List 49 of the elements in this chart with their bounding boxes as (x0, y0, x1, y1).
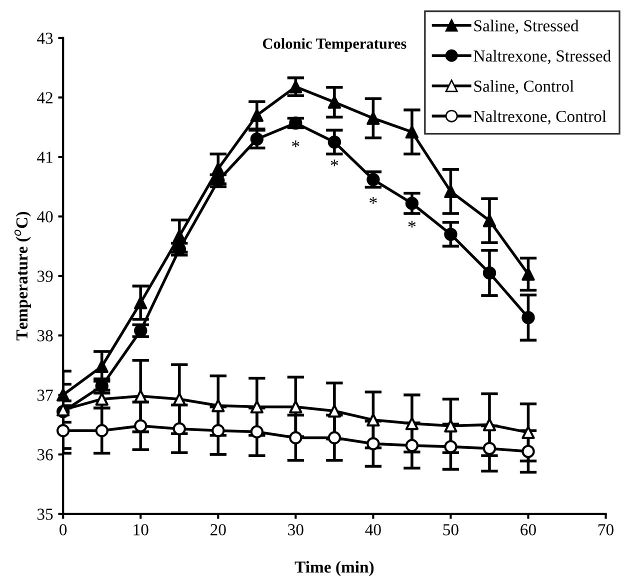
point (444, 184, 458, 198)
point (250, 108, 264, 122)
legend-label: Saline, Control (474, 80, 574, 94)
y-tick-label: 41 (37, 152, 52, 163)
y-tick-label: 42 (37, 92, 52, 104)
point (366, 112, 380, 125)
y-axis-title: Temperature ($^{o}$C) (14, 212, 31, 340)
point (328, 96, 342, 109)
point (250, 400, 264, 414)
chart-title: Colonic Temperatures (262, 38, 406, 52)
y-tick-label: 36 (38, 449, 53, 460)
x-tick-label: 40 (365, 524, 381, 536)
x-tick-label: 20 (210, 524, 226, 536)
legend-label: Saline, Stressed (474, 20, 579, 34)
point (405, 125, 419, 139)
y-tick-label: 38 (38, 330, 53, 342)
point (522, 426, 535, 440)
annotation: * (292, 140, 300, 148)
y-tick-label: 35 (38, 508, 53, 520)
point (289, 400, 302, 414)
point (289, 80, 302, 94)
point (482, 214, 496, 228)
point (212, 162, 225, 176)
legend-label: Naltrexone, Stressed (474, 50, 611, 64)
point (366, 413, 380, 427)
point (95, 360, 108, 373)
annotation: * (330, 160, 338, 166)
x-tick-label: 0 (60, 524, 67, 536)
x-tick-label: 70 (598, 524, 614, 536)
x-tick-label: 60 (520, 524, 536, 536)
x-axis-title: Time (min) (294, 560, 374, 576)
point (444, 419, 458, 432)
legend-label: Naltrexone, Control (474, 110, 606, 124)
point (522, 268, 535, 281)
point (134, 296, 148, 310)
point (212, 399, 225, 412)
annotation: * (370, 197, 377, 204)
y-tick-label: 40 (37, 211, 53, 222)
x-tick-label: 10 (134, 524, 148, 536)
x-tick-label: 30 (288, 524, 304, 536)
point (482, 418, 496, 432)
y-tick-label: 43 (37, 32, 53, 44)
point (172, 229, 186, 243)
x-tick-label: 50 (443, 524, 458, 536)
annotation: * (408, 220, 416, 228)
point (405, 416, 419, 430)
y-tick-label: 37 (38, 390, 53, 401)
y-tick-label: 39 (38, 270, 53, 282)
point (328, 404, 342, 418)
